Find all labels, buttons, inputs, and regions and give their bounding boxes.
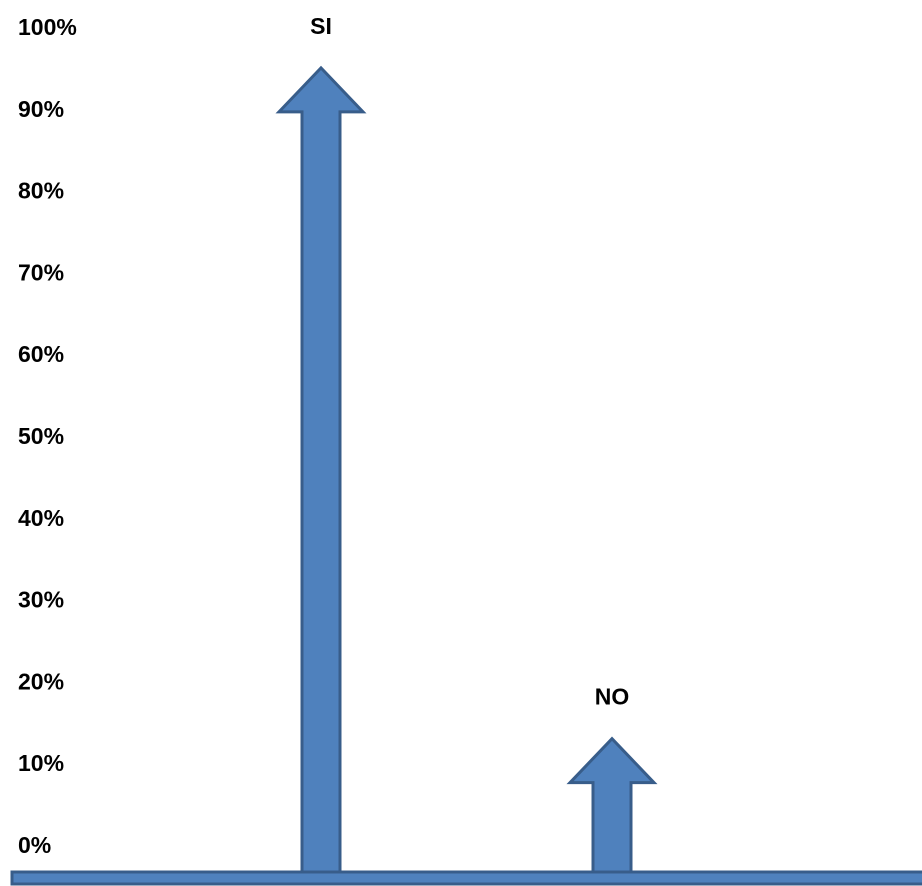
y-tick-label: 30% (18, 587, 64, 613)
y-tick-label: 80% (18, 178, 64, 204)
category-labels: SI NO (310, 13, 629, 710)
y-tick-label: 50% (18, 423, 64, 449)
arrow-si (275, 65, 367, 886)
arrow-no (566, 736, 658, 886)
chart-arrows (275, 65, 658, 886)
x-axis-baseline (10, 870, 922, 886)
y-axis-tick-labels: 0% 10% 20% 30% 40% 50% 60% 70% 80% 90% 100% (18, 14, 77, 858)
y-tick-label: 40% (18, 505, 64, 531)
y-tick-label: 100% (18, 14, 77, 40)
category-label-si: SI (310, 13, 332, 39)
y-tick-label: 60% (18, 341, 64, 367)
category-label-no: NO (595, 684, 630, 710)
y-tick-label: 70% (18, 259, 64, 285)
y-tick-label: 20% (18, 668, 64, 694)
y-tick-label: 0% (18, 832, 51, 858)
y-tick-label: 10% (18, 750, 64, 776)
y-tick-label: 90% (18, 96, 64, 122)
